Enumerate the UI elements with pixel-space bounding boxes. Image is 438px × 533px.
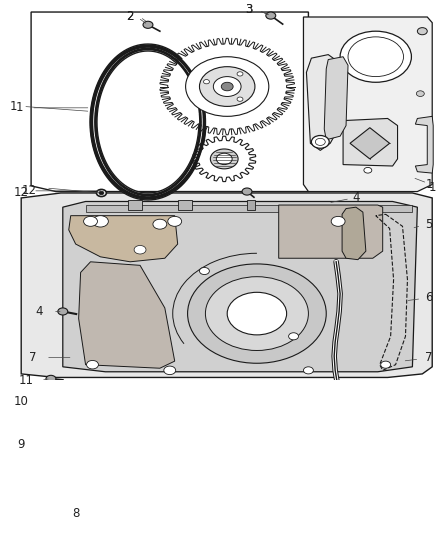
Text: 9: 9 [18, 438, 25, 450]
Text: 8: 8 [72, 507, 79, 520]
Polygon shape [128, 200, 142, 210]
Circle shape [84, 216, 98, 227]
Circle shape [46, 375, 56, 382]
Circle shape [41, 397, 51, 403]
Circle shape [210, 149, 238, 169]
Text: 7: 7 [425, 351, 433, 364]
Circle shape [99, 191, 104, 195]
Circle shape [92, 216, 108, 227]
Circle shape [221, 82, 233, 91]
Circle shape [331, 216, 345, 227]
Polygon shape [350, 128, 390, 159]
Circle shape [117, 405, 193, 459]
Text: 6: 6 [425, 291, 433, 304]
Text: 3: 3 [245, 3, 253, 17]
Text: 3: 3 [245, 3, 253, 17]
Circle shape [186, 56, 269, 116]
Polygon shape [85, 205, 413, 212]
Text: 1: 1 [15, 101, 23, 114]
Text: 2: 2 [127, 11, 134, 23]
Circle shape [311, 435, 326, 447]
Circle shape [364, 167, 372, 173]
Polygon shape [160, 38, 294, 135]
Circle shape [204, 79, 209, 84]
Circle shape [164, 366, 176, 375]
Circle shape [34, 439, 44, 446]
Polygon shape [342, 207, 366, 260]
Circle shape [340, 31, 411, 82]
Text: 7: 7 [29, 351, 37, 364]
Text: 5: 5 [426, 217, 433, 231]
Polygon shape [307, 54, 340, 150]
Circle shape [199, 67, 255, 107]
Circle shape [145, 425, 165, 439]
Text: 1: 1 [428, 181, 436, 194]
Polygon shape [69, 216, 178, 262]
Circle shape [242, 188, 252, 195]
Circle shape [348, 37, 403, 77]
Circle shape [187, 264, 326, 364]
Circle shape [227, 292, 286, 335]
Text: 4: 4 [35, 305, 43, 318]
Circle shape [237, 72, 243, 76]
Text: 2: 2 [127, 11, 134, 23]
Text: 10: 10 [14, 395, 28, 408]
Circle shape [199, 268, 209, 274]
Polygon shape [193, 136, 256, 182]
Circle shape [315, 139, 325, 146]
Circle shape [131, 415, 179, 449]
Circle shape [205, 277, 308, 351]
Circle shape [216, 153, 232, 165]
Polygon shape [324, 56, 348, 140]
Circle shape [87, 360, 99, 369]
Circle shape [153, 219, 167, 229]
Circle shape [102, 492, 158, 532]
Circle shape [289, 420, 348, 463]
Circle shape [266, 12, 276, 19]
Polygon shape [343, 118, 398, 166]
Circle shape [277, 411, 360, 471]
Circle shape [237, 97, 243, 101]
Text: 1: 1 [10, 100, 17, 113]
Polygon shape [279, 205, 383, 259]
Text: 12: 12 [14, 187, 29, 199]
Circle shape [92, 486, 168, 533]
Text: 1: 1 [425, 178, 433, 191]
Circle shape [143, 21, 153, 28]
Polygon shape [304, 17, 432, 191]
Circle shape [213, 77, 241, 96]
Polygon shape [178, 200, 191, 210]
Circle shape [168, 216, 182, 227]
Circle shape [103, 395, 206, 469]
Circle shape [417, 91, 424, 96]
Polygon shape [31, 12, 308, 191]
Circle shape [381, 361, 391, 368]
Circle shape [134, 246, 146, 254]
Circle shape [304, 367, 313, 374]
Polygon shape [21, 193, 432, 377]
Polygon shape [247, 200, 255, 210]
Polygon shape [415, 116, 433, 173]
Text: 4: 4 [352, 191, 360, 205]
Circle shape [116, 502, 144, 522]
Circle shape [58, 308, 68, 315]
Circle shape [417, 28, 427, 35]
Polygon shape [79, 262, 175, 368]
Circle shape [311, 135, 329, 148]
Polygon shape [63, 201, 417, 372]
Circle shape [96, 189, 106, 197]
Circle shape [289, 333, 299, 340]
Text: 12: 12 [21, 184, 37, 197]
Text: 11: 11 [19, 374, 34, 387]
